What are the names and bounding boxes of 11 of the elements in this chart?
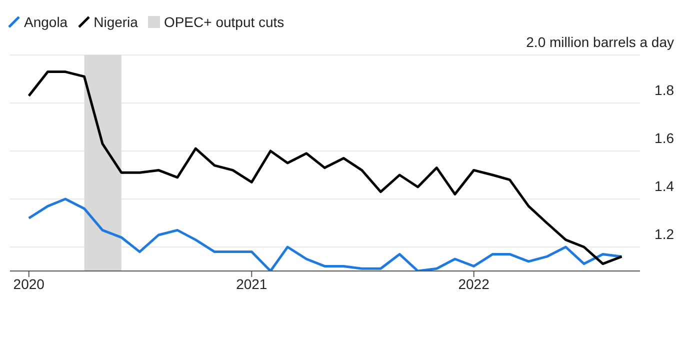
y-tick-label: 1.8: [654, 82, 674, 98]
legend-label: Nigeria: [94, 14, 138, 30]
x-tick-label: 2020: [13, 276, 45, 292]
y-tick-label: 1.6: [654, 130, 674, 146]
x-tick-label: 2022: [458, 276, 490, 292]
y-tick-label: 2.0 million barrels a day: [526, 34, 674, 50]
y-tick-label: 1.4: [654, 178, 674, 194]
legend-label: OPEC+ output cuts: [164, 14, 284, 30]
y-tick-label: 1.2: [654, 226, 674, 242]
legend-label: Angola: [24, 14, 68, 30]
x-tick-label: 2021: [236, 276, 268, 292]
